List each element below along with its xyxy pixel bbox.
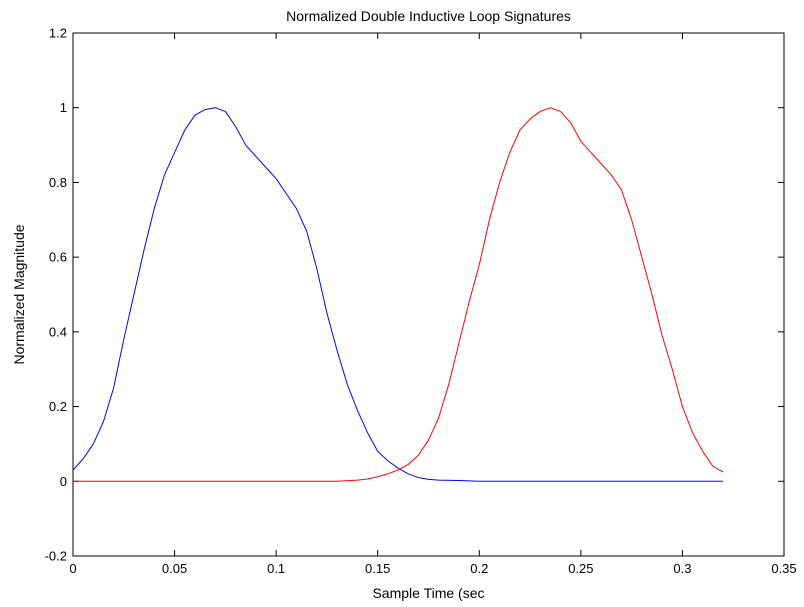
x-axis-title: Sample Time (sec <box>372 585 484 601</box>
y-tick-label: 0.6 <box>49 250 67 265</box>
plot-area <box>72 32 785 557</box>
series-line-1 <box>72 107 724 482</box>
x-axis: 0 0.05 0.1 0.15 0.2 0.25 0.3 0.35 <box>69 33 797 576</box>
x-tick-label: 0.3 <box>673 561 691 576</box>
y-tick-label: 0.2 <box>49 399 67 414</box>
x-tick-label: 0.35 <box>771 561 796 576</box>
x-tick-label: 0 <box>69 561 76 576</box>
y-tick-label: 1.2 <box>49 26 67 41</box>
y-tick-label: 0.8 <box>49 175 67 190</box>
chart-title: Normalized Double Inductive Loop Signatu… <box>286 8 571 24</box>
y-axis-title: Normalized Magnitude <box>11 224 27 364</box>
y-axis: -0.2 0 0.2 0.4 0.6 0.8 1 1.2 <box>45 26 784 564</box>
y-tick-label: 0.4 <box>49 324 67 339</box>
x-tick-label: 0.1 <box>267 561 285 576</box>
series-line-2 <box>73 107 724 482</box>
y-tick-label: 0 <box>60 474 67 489</box>
x-tick-label: 0.05 <box>162 561 187 576</box>
series-layer <box>72 107 724 482</box>
x-tick-label: 0.25 <box>568 561 593 576</box>
y-tick-label: -0.2 <box>45 549 67 564</box>
y-tick-label: 1 <box>60 100 67 115</box>
x-tick-label: 0.15 <box>365 561 390 576</box>
x-tick-label: 0.2 <box>470 561 488 576</box>
